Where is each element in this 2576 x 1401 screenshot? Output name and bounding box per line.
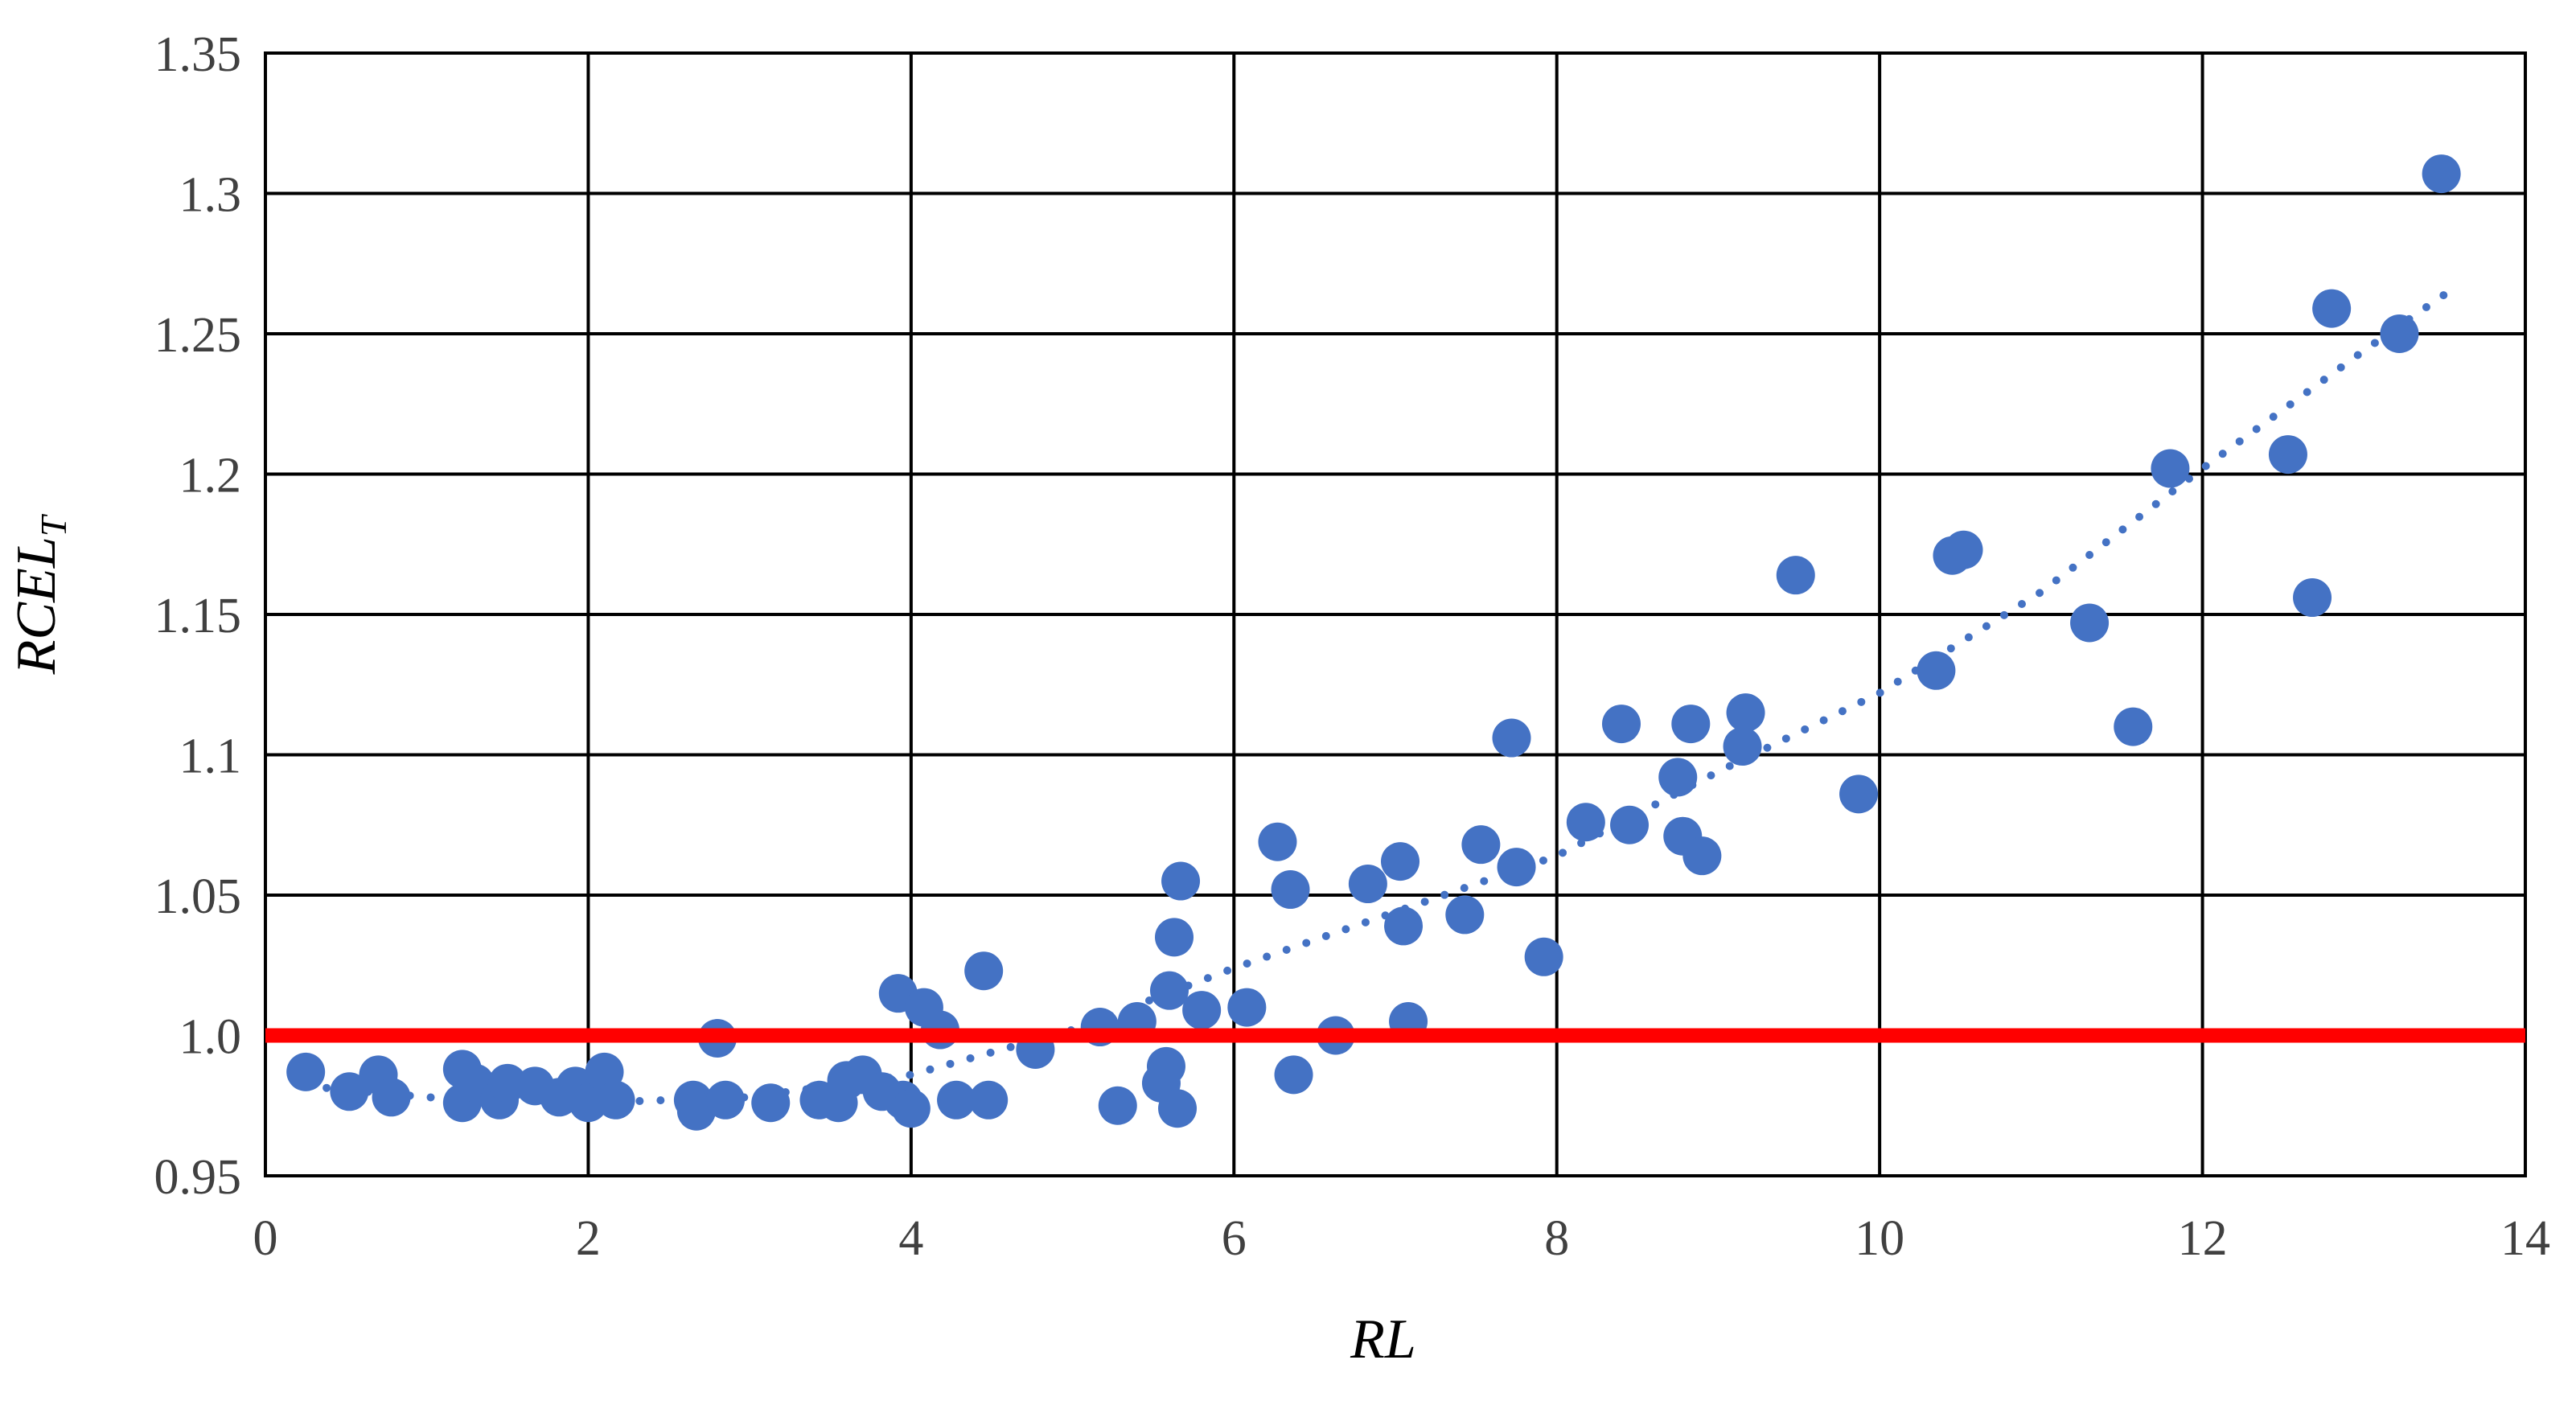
tick-labels: 0 2 4 6 8 10 12 14 0.95 1.0 1.05 1.1 1.15 1.2 1.25 1.3 1… [154, 27, 2551, 1266]
data-point [1155, 918, 1194, 957]
data-point [2070, 603, 2110, 643]
data-point [330, 1072, 369, 1111]
data-point [1776, 556, 1815, 595]
data-point [2422, 154, 2461, 194]
trendline-layer [302, 290, 2449, 1107]
data-point [2293, 578, 2332, 618]
data-point [676, 1091, 716, 1131]
data-point [1492, 718, 1531, 758]
data-point [596, 1080, 635, 1120]
data-point [1524, 937, 1563, 976]
data-point [1839, 774, 1879, 814]
y-tick-label: 1.1 [179, 729, 242, 784]
data-point [969, 1080, 1009, 1120]
data-point [751, 1083, 791, 1123]
data-point [2312, 289, 2352, 328]
data-point [1461, 825, 1501, 865]
data-point [1158, 1089, 1198, 1128]
data-point [2380, 314, 2419, 353]
x-axis-title: RL [1350, 1309, 1416, 1370]
x-tick-label: 8 [1544, 1211, 1569, 1266]
data-point [1726, 693, 1765, 733]
y-tick-label: 1.25 [154, 308, 242, 363]
data-point [286, 1052, 326, 1091]
data-point [891, 1089, 931, 1128]
data-point [2268, 435, 2307, 475]
x-tick-label: 10 [1855, 1211, 1904, 1266]
data-point [1671, 705, 1711, 744]
x-tick-label: 4 [898, 1211, 923, 1266]
y-tick-label: 1.0 [179, 1010, 242, 1065]
y-tick-label: 1.2 [179, 449, 242, 503]
data-point [1381, 842, 1420, 881]
data-point [372, 1078, 411, 1117]
data-point [1384, 906, 1424, 946]
data-point [1658, 758, 1698, 797]
data-point [1723, 727, 1762, 766]
x-tick-label: 6 [1222, 1211, 1247, 1266]
data-point [1944, 530, 1983, 569]
y-tick-label: 1.35 [154, 27, 242, 82]
data-point [1150, 971, 1189, 1010]
y-axis-title-main: RCEL [6, 536, 68, 675]
y-tick-label: 1.3 [179, 168, 242, 223]
data-point [1146, 1046, 1185, 1086]
data-point [1445, 895, 1485, 935]
data-point [2114, 707, 2153, 746]
data-point [1566, 803, 1605, 842]
trendline [302, 290, 2449, 1107]
data-point [1602, 705, 1641, 744]
y-tick-label: 1.05 [154, 869, 242, 924]
data-point [1271, 870, 1310, 910]
y-axis-title-subscript: T [33, 513, 74, 536]
x-tick-label: 2 [576, 1211, 601, 1266]
data-point [1682, 836, 1722, 876]
data-point [1098, 1086, 1137, 1125]
data-point [1227, 988, 1267, 1027]
y-tick-label: 1.15 [154, 589, 242, 643]
data-point [1274, 1055, 1313, 1095]
data-point [1917, 651, 1956, 690]
data-point [1348, 865, 1387, 904]
data-point [1182, 991, 1222, 1030]
data-points [286, 154, 2461, 1131]
data-point [1161, 861, 1201, 901]
data-point [964, 951, 1004, 991]
x-tick-label: 12 [2178, 1211, 2228, 1266]
data-point [2151, 449, 2190, 488]
y-axis-title: RCELT [6, 513, 74, 675]
x-tick-label: 14 [2500, 1211, 2550, 1266]
y-tick-label: 0.95 [154, 1150, 242, 1205]
data-point [1610, 805, 1650, 844]
data-point [1258, 822, 1297, 861]
x-tick-label: 0 [253, 1211, 278, 1266]
data-point [706, 1080, 746, 1120]
data-point [1497, 848, 1536, 887]
data-point [937, 1080, 976, 1120]
